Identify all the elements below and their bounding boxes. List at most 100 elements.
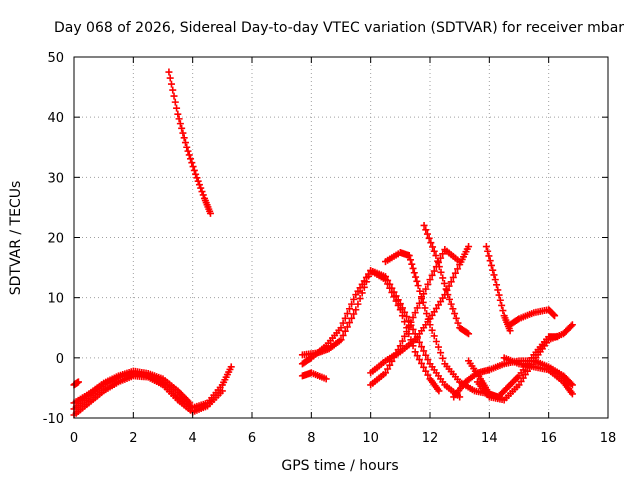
series-arc-12 <box>420 221 473 338</box>
data-point <box>422 285 430 293</box>
data-point <box>195 181 203 189</box>
data-point <box>192 170 200 178</box>
data-point <box>419 298 427 306</box>
data-point <box>423 310 431 318</box>
data-point <box>407 318 415 326</box>
data-point <box>415 299 423 307</box>
data-point <box>169 86 177 94</box>
data-point <box>199 191 207 199</box>
data-point <box>188 159 196 167</box>
data-point <box>382 369 389 377</box>
y-tick-label: 50 <box>47 51 64 66</box>
y-tick-label: -10 <box>43 412 64 427</box>
data-point <box>194 177 202 185</box>
series-arc-7 <box>298 369 330 383</box>
data-point <box>496 296 504 304</box>
data-point <box>392 297 400 305</box>
data-point <box>442 285 450 293</box>
data-point <box>427 239 435 247</box>
data-point <box>418 343 426 351</box>
data-point <box>447 300 455 308</box>
data-point <box>486 257 494 265</box>
series-arc-18 <box>506 306 559 329</box>
data-point <box>413 277 421 285</box>
x-tick-label: 6 <box>248 431 256 446</box>
data-point <box>416 287 424 295</box>
x-tick-label: 14 <box>481 431 498 446</box>
data-point <box>405 252 413 260</box>
data-point <box>382 276 389 284</box>
data-marks <box>70 68 576 419</box>
data-point <box>422 226 430 234</box>
data-point <box>390 293 398 301</box>
data-point <box>439 274 447 282</box>
data-point <box>403 313 411 321</box>
y-tick-label: 10 <box>47 292 64 307</box>
data-point <box>437 349 445 357</box>
x-tick-label: 0 <box>70 431 78 446</box>
data-point <box>452 314 460 322</box>
data-point <box>345 319 353 327</box>
data-point <box>350 310 358 318</box>
data-point <box>206 209 214 217</box>
data-point <box>439 250 447 258</box>
data-point <box>422 351 430 359</box>
data-point <box>394 346 402 354</box>
data-point <box>434 343 442 351</box>
data-point <box>435 263 443 271</box>
data-point <box>412 273 420 281</box>
data-point <box>173 104 181 112</box>
x-tick-label: 10 <box>362 431 379 446</box>
data-point <box>384 280 392 288</box>
data-point <box>170 92 178 100</box>
data-point <box>429 243 437 251</box>
data-point <box>365 272 373 280</box>
data-point <box>491 276 499 284</box>
x-tick-label: 2 <box>129 431 137 446</box>
data-point <box>482 243 490 251</box>
data-point <box>494 286 502 294</box>
data-point <box>430 332 438 340</box>
data-point <box>171 98 179 106</box>
data-point <box>465 243 473 251</box>
data-point <box>447 278 455 286</box>
data-point <box>167 80 175 88</box>
data-point <box>430 267 438 275</box>
data-point <box>407 256 415 264</box>
data-point <box>356 295 364 303</box>
data-point <box>463 329 471 337</box>
x-tick-label: 18 <box>600 431 617 446</box>
data-point <box>176 120 184 128</box>
y-tick-label: 0 <box>56 352 64 367</box>
data-point <box>432 338 440 346</box>
data-point <box>425 234 433 242</box>
data-point <box>181 139 189 147</box>
series-arc-11 <box>382 249 493 398</box>
data-point <box>418 293 426 301</box>
data-point <box>411 348 419 356</box>
data-point <box>394 301 402 309</box>
data-point <box>437 268 445 276</box>
data-point <box>74 378 82 386</box>
y-tick-label: 30 <box>47 171 64 186</box>
data-point <box>352 306 360 314</box>
data-point <box>415 356 423 364</box>
x-tick-label: 16 <box>540 431 557 446</box>
data-point <box>386 361 394 369</box>
data-point <box>451 269 459 277</box>
data-point <box>185 151 193 159</box>
data-point <box>186 399 194 407</box>
series-arc-5 <box>165 68 214 217</box>
data-point <box>165 68 173 76</box>
data-point <box>218 387 226 395</box>
data-point <box>343 310 351 318</box>
data-point <box>197 184 205 192</box>
data-point <box>420 221 428 229</box>
data-point <box>180 134 188 142</box>
data-point <box>415 338 423 346</box>
data-point <box>426 321 434 329</box>
data-point <box>390 353 398 361</box>
data-point <box>428 326 436 334</box>
y-axis-label: SDTVAR / TECUs <box>8 181 24 296</box>
data-point <box>396 342 404 350</box>
